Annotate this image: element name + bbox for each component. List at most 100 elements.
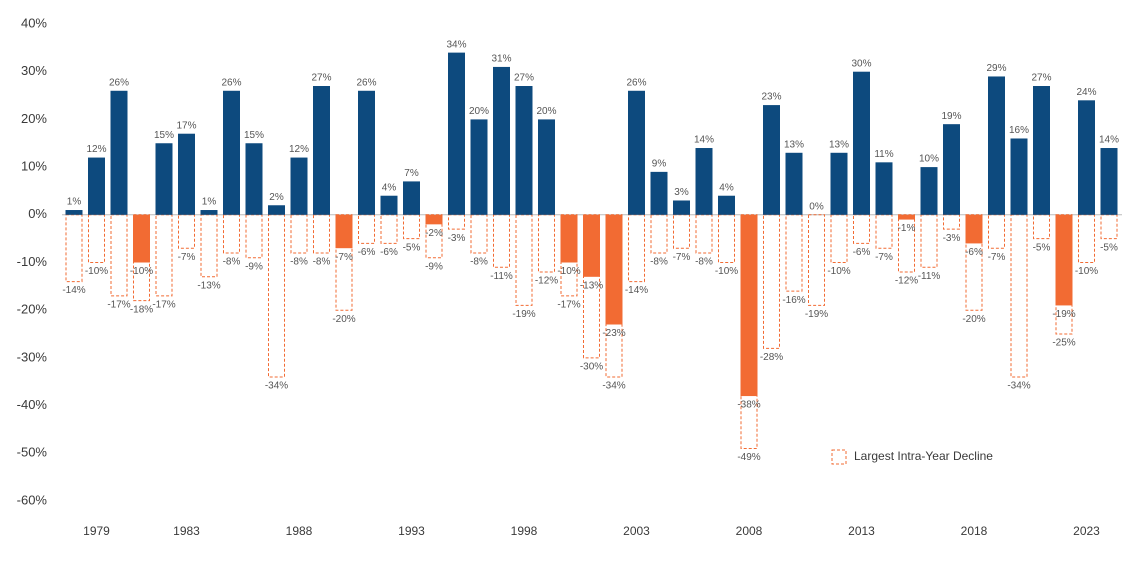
value-label: 27%	[514, 73, 534, 84]
value-label: -34%	[1007, 381, 1030, 392]
decline-bar	[673, 214, 690, 249]
x-tick-label: 1998	[511, 524, 538, 538]
value-label: -1%	[898, 223, 916, 234]
value-label: -16%	[782, 295, 805, 306]
value-label: -10%	[1075, 266, 1098, 277]
value-label: -30%	[580, 362, 603, 373]
value-label: -8%	[290, 257, 308, 268]
return-bar	[65, 210, 83, 215]
value-label: 27%	[1031, 73, 1051, 84]
return-bar	[583, 214, 600, 277]
value-label: 20%	[469, 106, 489, 117]
return-bar	[425, 214, 443, 225]
decline-bar	[695, 214, 713, 254]
value-label: -12%	[535, 276, 558, 287]
value-label: -19%	[805, 309, 828, 320]
value-label: -10%	[557, 266, 580, 277]
decline-bar	[313, 214, 330, 254]
y-tick-label: 20%	[21, 111, 47, 126]
return-bar	[853, 71, 870, 215]
x-tick-label: 1979	[83, 524, 110, 538]
legend-label: Largest Intra-Year Decline	[854, 449, 993, 463]
decline-bar	[920, 214, 938, 268]
value-label: -14%	[625, 285, 648, 296]
decline-bar	[650, 214, 668, 254]
decline-bar	[538, 214, 555, 273]
value-label: 1%	[67, 197, 82, 208]
return-bar	[1055, 214, 1073, 306]
return-bar	[88, 157, 105, 215]
return-bar	[245, 143, 263, 215]
return-bar	[1078, 100, 1095, 215]
value-label: 4%	[719, 182, 734, 193]
x-tick-label: 2008	[736, 524, 763, 538]
y-tick-label: 30%	[21, 63, 47, 78]
x-tick-label: 1993	[398, 524, 425, 538]
return-bar	[988, 76, 1005, 215]
value-label: -49%	[737, 452, 760, 463]
value-label: -6%	[965, 247, 983, 258]
value-label: 7%	[404, 168, 419, 179]
decline-bar	[178, 214, 195, 249]
y-tick-label: -60%	[17, 492, 48, 507]
value-label: -7%	[673, 252, 691, 263]
return-bar	[470, 119, 488, 215]
decline-bar	[628, 214, 645, 283]
return-bar	[673, 200, 690, 215]
x-tick-label: 2023	[1073, 524, 1100, 538]
x-tick-label: 1988	[286, 524, 313, 538]
return-bar	[785, 152, 803, 215]
value-label: -8%	[695, 257, 713, 268]
return-bar	[403, 181, 420, 215]
x-tick-label: 2013	[848, 524, 875, 538]
value-label: -17%	[557, 300, 580, 311]
value-label: -25%	[1052, 338, 1075, 349]
value-label: -7%	[988, 252, 1006, 263]
return-bar	[380, 195, 398, 215]
value-label: 17%	[176, 120, 196, 131]
decline-bar	[515, 214, 533, 306]
decline-bar	[268, 214, 285, 378]
return-bar	[133, 214, 150, 263]
value-label: 4%	[382, 182, 397, 193]
value-label: -9%	[245, 261, 263, 272]
decline-bar	[1010, 214, 1028, 378]
value-label: 15%	[154, 130, 174, 141]
return-bar	[898, 214, 915, 220]
decline-bar	[245, 214, 263, 259]
return-bar	[605, 214, 623, 325]
return-bar	[875, 162, 893, 215]
return-bar	[1100, 148, 1118, 215]
value-label: -11%	[918, 271, 941, 282]
value-label: -20%	[962, 314, 985, 325]
value-label: -3%	[943, 233, 961, 244]
value-label: -34%	[602, 381, 625, 392]
return-bar	[538, 119, 555, 215]
value-label: 12%	[289, 144, 309, 155]
value-label: 10%	[919, 154, 939, 165]
value-label: 26%	[356, 77, 376, 88]
value-label: 26%	[626, 77, 646, 88]
value-label: -5%	[1100, 242, 1118, 253]
decline-bar	[988, 214, 1005, 249]
decline-bar	[380, 214, 398, 244]
value-label: 3%	[674, 187, 689, 198]
return-bar	[965, 214, 983, 244]
value-label: -13%	[580, 280, 603, 291]
value-label: -14%	[62, 285, 85, 296]
return-bar	[920, 167, 938, 215]
value-label: -23%	[602, 328, 625, 339]
value-label: -2%	[425, 228, 443, 239]
return-bar	[178, 133, 195, 215]
decline-bar	[763, 214, 780, 349]
value-label: -5%	[403, 242, 421, 253]
value-label: 34%	[446, 39, 466, 50]
value-label: -6%	[853, 247, 871, 258]
return-bar	[740, 214, 758, 397]
return-bar	[493, 66, 510, 215]
decline-bar	[875, 214, 893, 249]
value-label: -10%	[715, 266, 738, 277]
return-bar	[650, 171, 668, 215]
decline-bar	[853, 214, 870, 244]
